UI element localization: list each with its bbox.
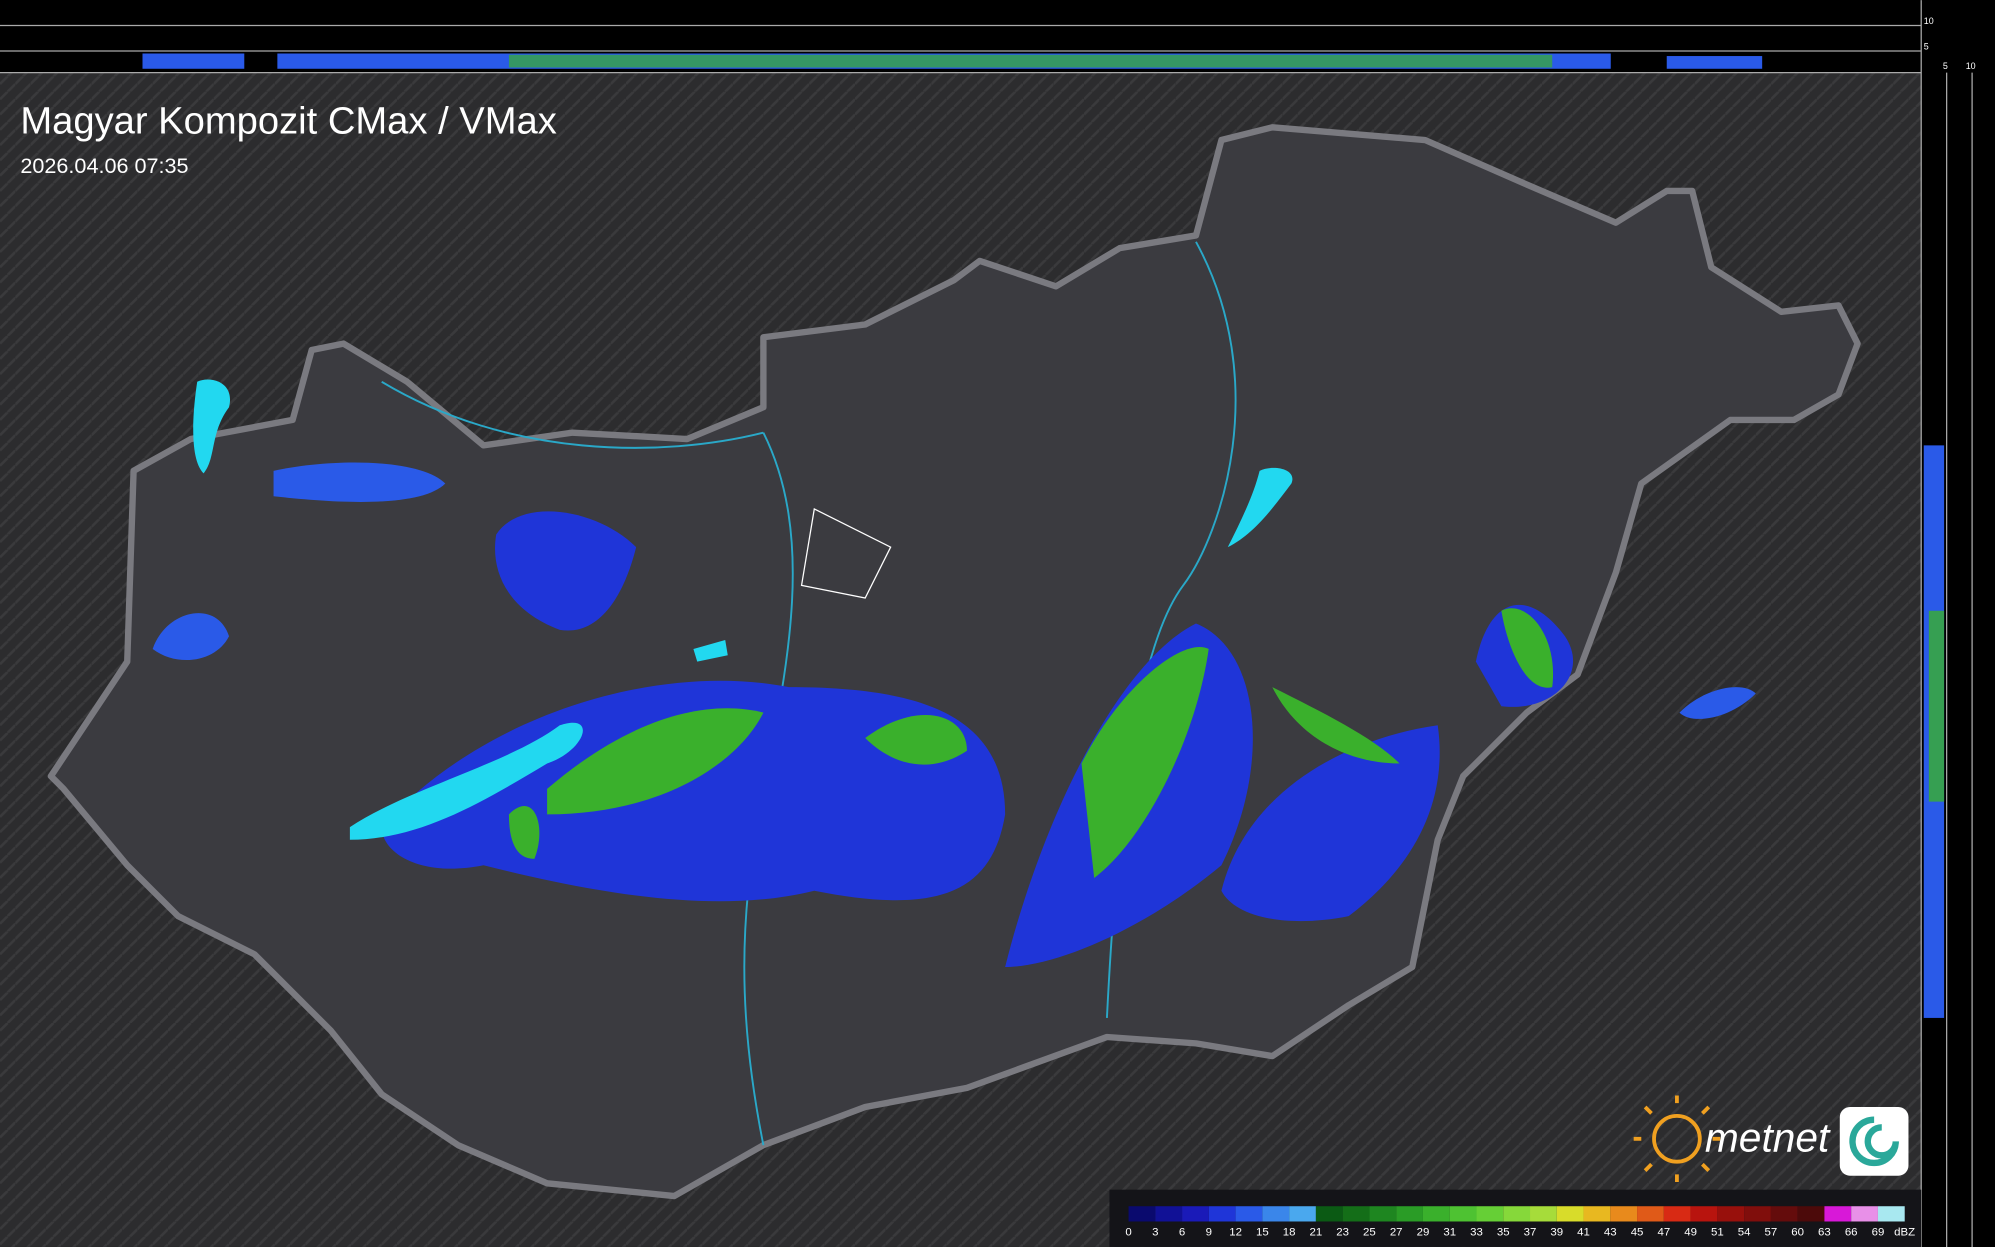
legend-swatch: [1583, 1206, 1611, 1222]
logo-text: metnet: [1705, 1115, 1831, 1161]
legend-label: 0: [1125, 1226, 1131, 1238]
legend-label: 6: [1179, 1226, 1185, 1238]
legend-label: 66: [1845, 1226, 1858, 1238]
profile-echo: [142, 53, 245, 69]
legend-label: 35: [1497, 1226, 1510, 1238]
legend-swatch: [1235, 1206, 1263, 1222]
legend-swatch: [1262, 1206, 1290, 1222]
legend-swatch: [1610, 1206, 1638, 1222]
legend-swatch: [1422, 1206, 1450, 1222]
legend-label: 15: [1256, 1226, 1269, 1238]
legend-swatch: [1877, 1206, 1905, 1222]
legend-label: 27: [1390, 1226, 1403, 1238]
legend-swatch: [1342, 1206, 1370, 1222]
timestamp: 2026.04.06 07:35: [20, 153, 188, 178]
legend-label: 69: [1872, 1226, 1885, 1238]
country-border: [47, 124, 1861, 1200]
legend-swatch: [1770, 1206, 1798, 1222]
city: [800, 508, 892, 599]
legend-swatch: [1717, 1206, 1745, 1222]
radar-echoes: [152, 379, 1756, 968]
legend-label: 54: [1738, 1226, 1751, 1238]
legend-swatch: [1690, 1206, 1718, 1222]
legend-label: 57: [1765, 1226, 1778, 1238]
legend-swatch: [1530, 1206, 1557, 1222]
legend-swatch: [1396, 1206, 1423, 1222]
legend-label: 25: [1363, 1226, 1376, 1238]
legend-label: 37: [1524, 1226, 1537, 1238]
legend: 0 3 6 9 12 15 18 21 23 25 27 29 31 33 35 37 39 41 43 45 47 49…: [1125, 1206, 1915, 1238]
profile-label: 10: [1924, 16, 1934, 26]
legend-label: 33: [1470, 1226, 1483, 1238]
legend-swatch: [1182, 1206, 1209, 1222]
legend-label: 9: [1206, 1226, 1212, 1238]
legend-label: 47: [1657, 1226, 1670, 1238]
map-title: Magyar Kompozit CMax / VMax: [20, 100, 556, 143]
legend-swatch: [1824, 1206, 1852, 1222]
legend-label: 63: [1818, 1226, 1831, 1238]
legend-label: 43: [1604, 1226, 1617, 1238]
legend-label: 12: [1229, 1226, 1242, 1238]
legend-label: 21: [1310, 1226, 1323, 1238]
legend-swatch: [1128, 1206, 1156, 1222]
profile-label: 5: [1943, 61, 1948, 71]
legend-swatch: [1556, 1206, 1584, 1222]
legend-swatch: [1663, 1206, 1691, 1222]
legend-swatch: [1449, 1206, 1477, 1222]
legend-label: 31: [1443, 1226, 1456, 1238]
legend-swatch: [1369, 1206, 1397, 1222]
legend-label: 29: [1417, 1226, 1430, 1238]
legend-swatch: [1289, 1206, 1316, 1222]
legend-unit: dBZ: [1894, 1226, 1915, 1238]
profile-echo: [1666, 56, 1763, 69]
legend-swatch: [1208, 1206, 1236, 1222]
legend-label: 41: [1577, 1226, 1590, 1238]
legend-label: 45: [1631, 1226, 1644, 1238]
legend-swatch: [1797, 1206, 1825, 1222]
legend-label: 60: [1791, 1226, 1804, 1238]
profile-echo: [1928, 610, 1945, 802]
legend-label: 23: [1336, 1226, 1349, 1238]
logo: metnet: [1633, 1095, 1909, 1183]
profile-echo: [508, 54, 1553, 68]
legend-swatch: [1155, 1206, 1183, 1222]
legend-swatch: [1637, 1206, 1664, 1222]
legend-swatch: [1744, 1206, 1771, 1222]
legend-swatch: [1503, 1206, 1531, 1222]
legend-swatch: [1851, 1206, 1878, 1222]
legend-label: 39: [1550, 1226, 1563, 1238]
legend-label: 49: [1684, 1226, 1697, 1238]
profile-label: 5: [1924, 42, 1929, 52]
legend-swatch: [1476, 1206, 1504, 1222]
legend-swatch: [1315, 1206, 1343, 1222]
legend-label: 3: [1152, 1226, 1158, 1238]
profile-label: 10: [1966, 61, 1976, 71]
legend-label: 18: [1283, 1226, 1296, 1238]
legend-label: 51: [1711, 1226, 1724, 1238]
